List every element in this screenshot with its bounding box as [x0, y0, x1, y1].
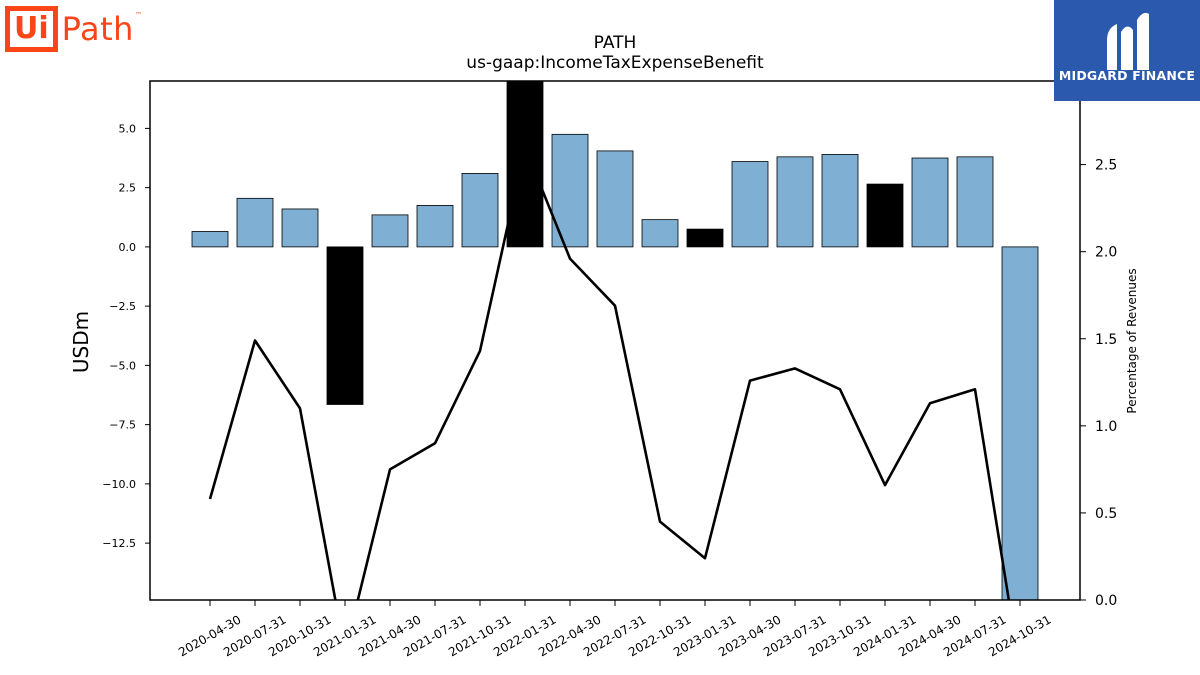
bar	[416, 205, 454, 248]
bar	[506, 81, 544, 248]
y-axis-label: USDm	[69, 311, 93, 373]
bar	[281, 208, 319, 248]
chart-title: PATH	[594, 33, 637, 53]
y-tick-label: −2.5	[109, 300, 136, 313]
series-line	[208, 145, 1011, 600]
y2-tick-label: 2.5	[1095, 158, 1117, 174]
trademark-mark: ™	[134, 11, 142, 19]
bar	[866, 183, 904, 248]
y2-tick-label: 1.0	[1095, 419, 1117, 435]
midgard-finance-text: MIDGARD FINANCE	[1058, 68, 1196, 83]
midgard-emblem-icon	[1107, 12, 1149, 70]
y-tick-label: 0.0	[119, 241, 137, 254]
midgard-finance-logo: MIDGARD FINANCE	[1054, 0, 1200, 101]
bar	[461, 173, 499, 248]
uipath-logo-text: Path	[61, 10, 134, 48]
bar	[731, 161, 769, 248]
bar	[956, 156, 994, 248]
bar	[1001, 246, 1039, 600]
y-tick-label: −10.0	[102, 478, 136, 491]
bars-layer	[191, 81, 1039, 600]
bar	[326, 246, 364, 405]
uipath-logo-box: Ui	[5, 6, 58, 52]
chart-subtitle: us-gaap:IncomeTaxExpenseBenefit	[466, 53, 764, 73]
bar	[191, 231, 229, 248]
y2-axis-label: Percentage of Revenues	[1125, 268, 1139, 413]
bar	[371, 214, 409, 248]
bar	[776, 156, 814, 248]
y-tick-label: −12.5	[102, 537, 136, 550]
y-tick-label: 5.0	[119, 122, 137, 135]
y2-tick-label: 0.5	[1095, 506, 1117, 522]
y-tick-label: −5.0	[109, 359, 136, 372]
y2-tick-label: 1.5	[1095, 332, 1117, 348]
bar	[821, 154, 859, 248]
y-tick-label: −7.5	[109, 419, 136, 432]
line-layer	[208, 145, 1011, 600]
bar	[596, 150, 634, 248]
bar	[236, 197, 274, 248]
uipath-logo: Ui Path ™	[5, 5, 142, 53]
y2-tick-label: 2.0	[1095, 245, 1117, 261]
y-tick-label: 2.5	[119, 182, 137, 195]
bar	[686, 228, 724, 248]
bar	[641, 219, 679, 248]
bar	[911, 157, 949, 248]
y2-tick-label: 0.0	[1095, 593, 1117, 609]
